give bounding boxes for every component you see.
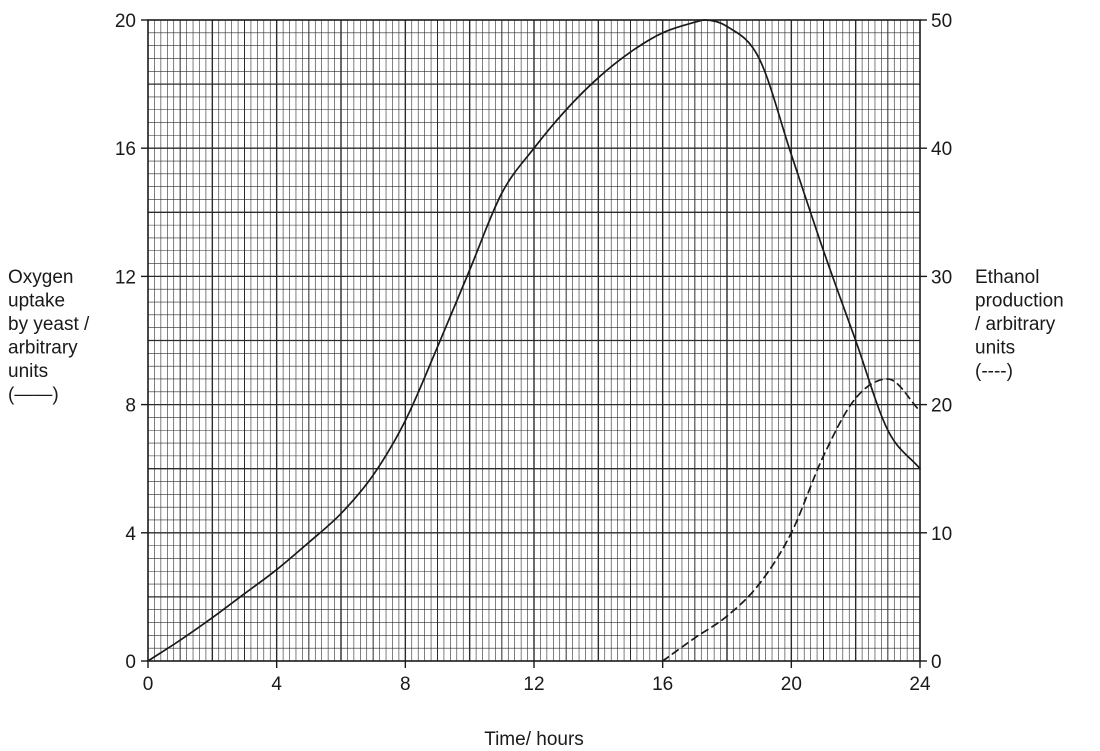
- left-y-tick-label: 20: [115, 11, 136, 32]
- axis-title-line: arbitrary: [8, 338, 78, 359]
- axis-title-line: Ethanol: [975, 267, 1039, 288]
- right-axis-tick-labels: 0 10 20 30 40 50: [931, 11, 952, 673]
- axis-title-line: Oxygen: [8, 267, 73, 288]
- x-tick-label: 20: [781, 674, 802, 695]
- right-y-tick-label: 30: [931, 267, 952, 288]
- x-tick-label: 24: [909, 674, 931, 695]
- x-tick-label: 0: [143, 674, 154, 695]
- left-y-tick-label: 4: [125, 524, 136, 545]
- x-tick-label: 4: [271, 674, 282, 695]
- axis-title-line: / arbitrary: [975, 314, 1056, 335]
- left-y-tick-label: 8: [125, 396, 136, 417]
- grid: [148, 20, 920, 661]
- left-y-tick-label: 0: [125, 652, 136, 673]
- axis-title-line: uptake: [8, 291, 65, 312]
- right-y-tick-label: 40: [931, 139, 952, 160]
- right-y-tick-label: 50: [931, 11, 952, 32]
- axis-title-line: by yeast /: [8, 314, 90, 335]
- ethanol-production-line: [661, 378, 921, 662]
- right-y-tick-label: 10: [931, 524, 952, 545]
- right-y-tick-label: 20: [931, 396, 952, 417]
- x-tick-label: 8: [400, 674, 411, 695]
- x-tick-label: 16: [652, 674, 673, 695]
- axis-title-line: (——): [8, 385, 59, 406]
- x-tick-label: 12: [523, 674, 544, 695]
- axis-title-line: units: [8, 361, 48, 382]
- axis-tick-marks: [141, 19, 927, 668]
- axis-title-line: (----): [975, 361, 1013, 382]
- left-axis-tick-labels: 0 4 8 12 16 20: [115, 11, 137, 673]
- right-axis-title: Ethanol production/ arbitrary units(----): [975, 267, 1064, 382]
- x-axis-title: Time/ hours: [484, 729, 584, 750]
- series: [147, 19, 921, 662]
- axis-title-line: production: [975, 291, 1064, 312]
- x-axis-tick-labels: 0 4 8 12 16 20 24: [143, 674, 931, 695]
- axis-title-line: units: [975, 338, 1015, 359]
- oxygen-uptake-line: [147, 19, 921, 662]
- left-y-tick-label: 16: [115, 139, 136, 160]
- right-y-tick-label: 0: [931, 652, 942, 673]
- left-y-tick-label: 12: [115, 267, 136, 288]
